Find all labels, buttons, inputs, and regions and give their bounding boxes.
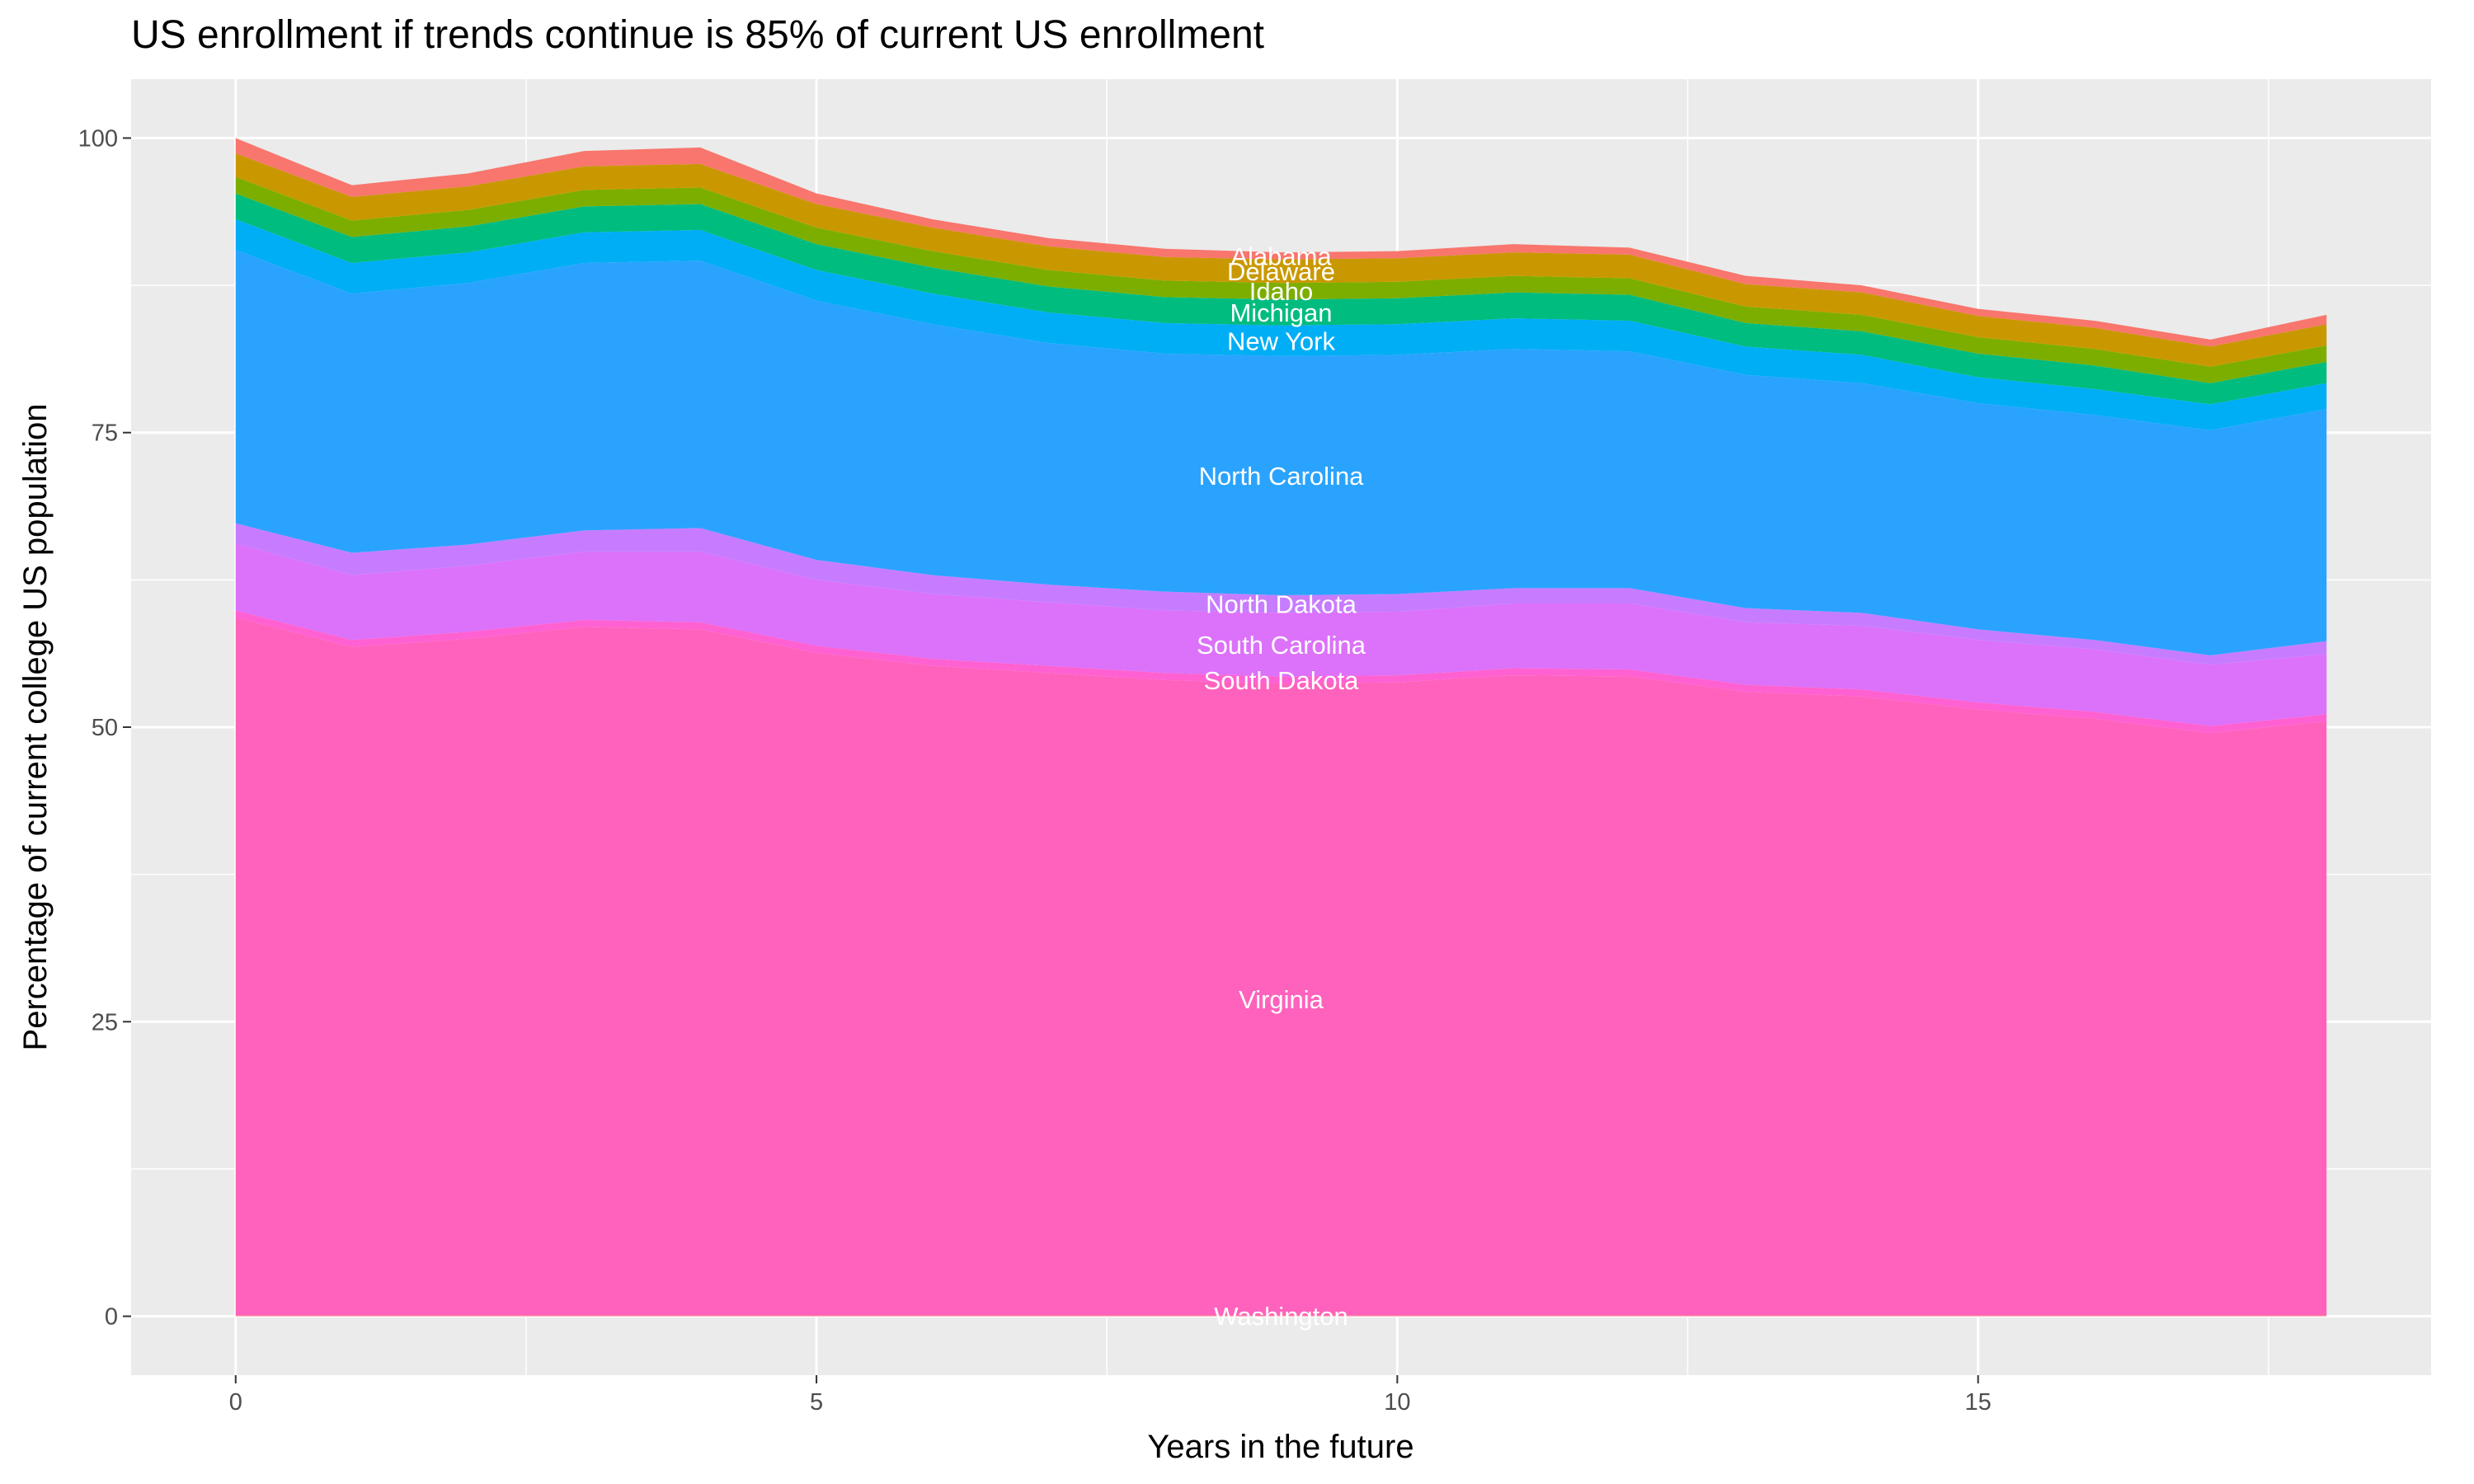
x-axis-label: Years in the future — [1147, 1429, 1413, 1465]
y-axis-label: Percentage of current college US populat… — [17, 404, 54, 1051]
area-label: Idaho — [1249, 277, 1314, 306]
area-label: Virginia — [1239, 985, 1324, 1014]
y-tick-label: 75 — [92, 420, 118, 447]
y-tick-label: 100 — [78, 125, 118, 152]
area — [235, 250, 2327, 655]
area — [235, 193, 2327, 405]
area — [235, 618, 2327, 1316]
area-label: Washington — [1214, 1302, 1348, 1331]
x-tick-label: 10 — [1384, 1389, 1410, 1416]
area — [235, 543, 2327, 726]
area — [235, 176, 2327, 383]
y-tick-label: 50 — [92, 715, 118, 741]
area — [235, 1315, 2327, 1317]
area-label: South Dakota — [1204, 666, 1360, 695]
area — [235, 523, 2327, 665]
area-label: Alabama — [1230, 242, 1332, 270]
area-label: Michigan — [1230, 298, 1332, 327]
area — [235, 138, 2327, 347]
area — [235, 219, 2327, 430]
y-tick-label: 25 — [92, 1009, 118, 1036]
area-label: Delaware — [1227, 257, 1335, 286]
area-label: South Carolina — [1197, 631, 1366, 660]
x-tick-label: 15 — [1965, 1389, 1992, 1416]
area-label: North Carolina — [1199, 462, 1365, 491]
area — [235, 153, 2327, 367]
x-tick-label: 0 — [229, 1389, 242, 1416]
area — [235, 610, 2327, 734]
area-label: New York — [1227, 326, 1335, 355]
x-tick-label: 5 — [810, 1389, 823, 1416]
y-tick-label: 0 — [105, 1304, 118, 1331]
chart-title: US enrollment if trends continue is 85% … — [131, 13, 1264, 57]
area-label: North Dakota — [1206, 590, 1357, 619]
